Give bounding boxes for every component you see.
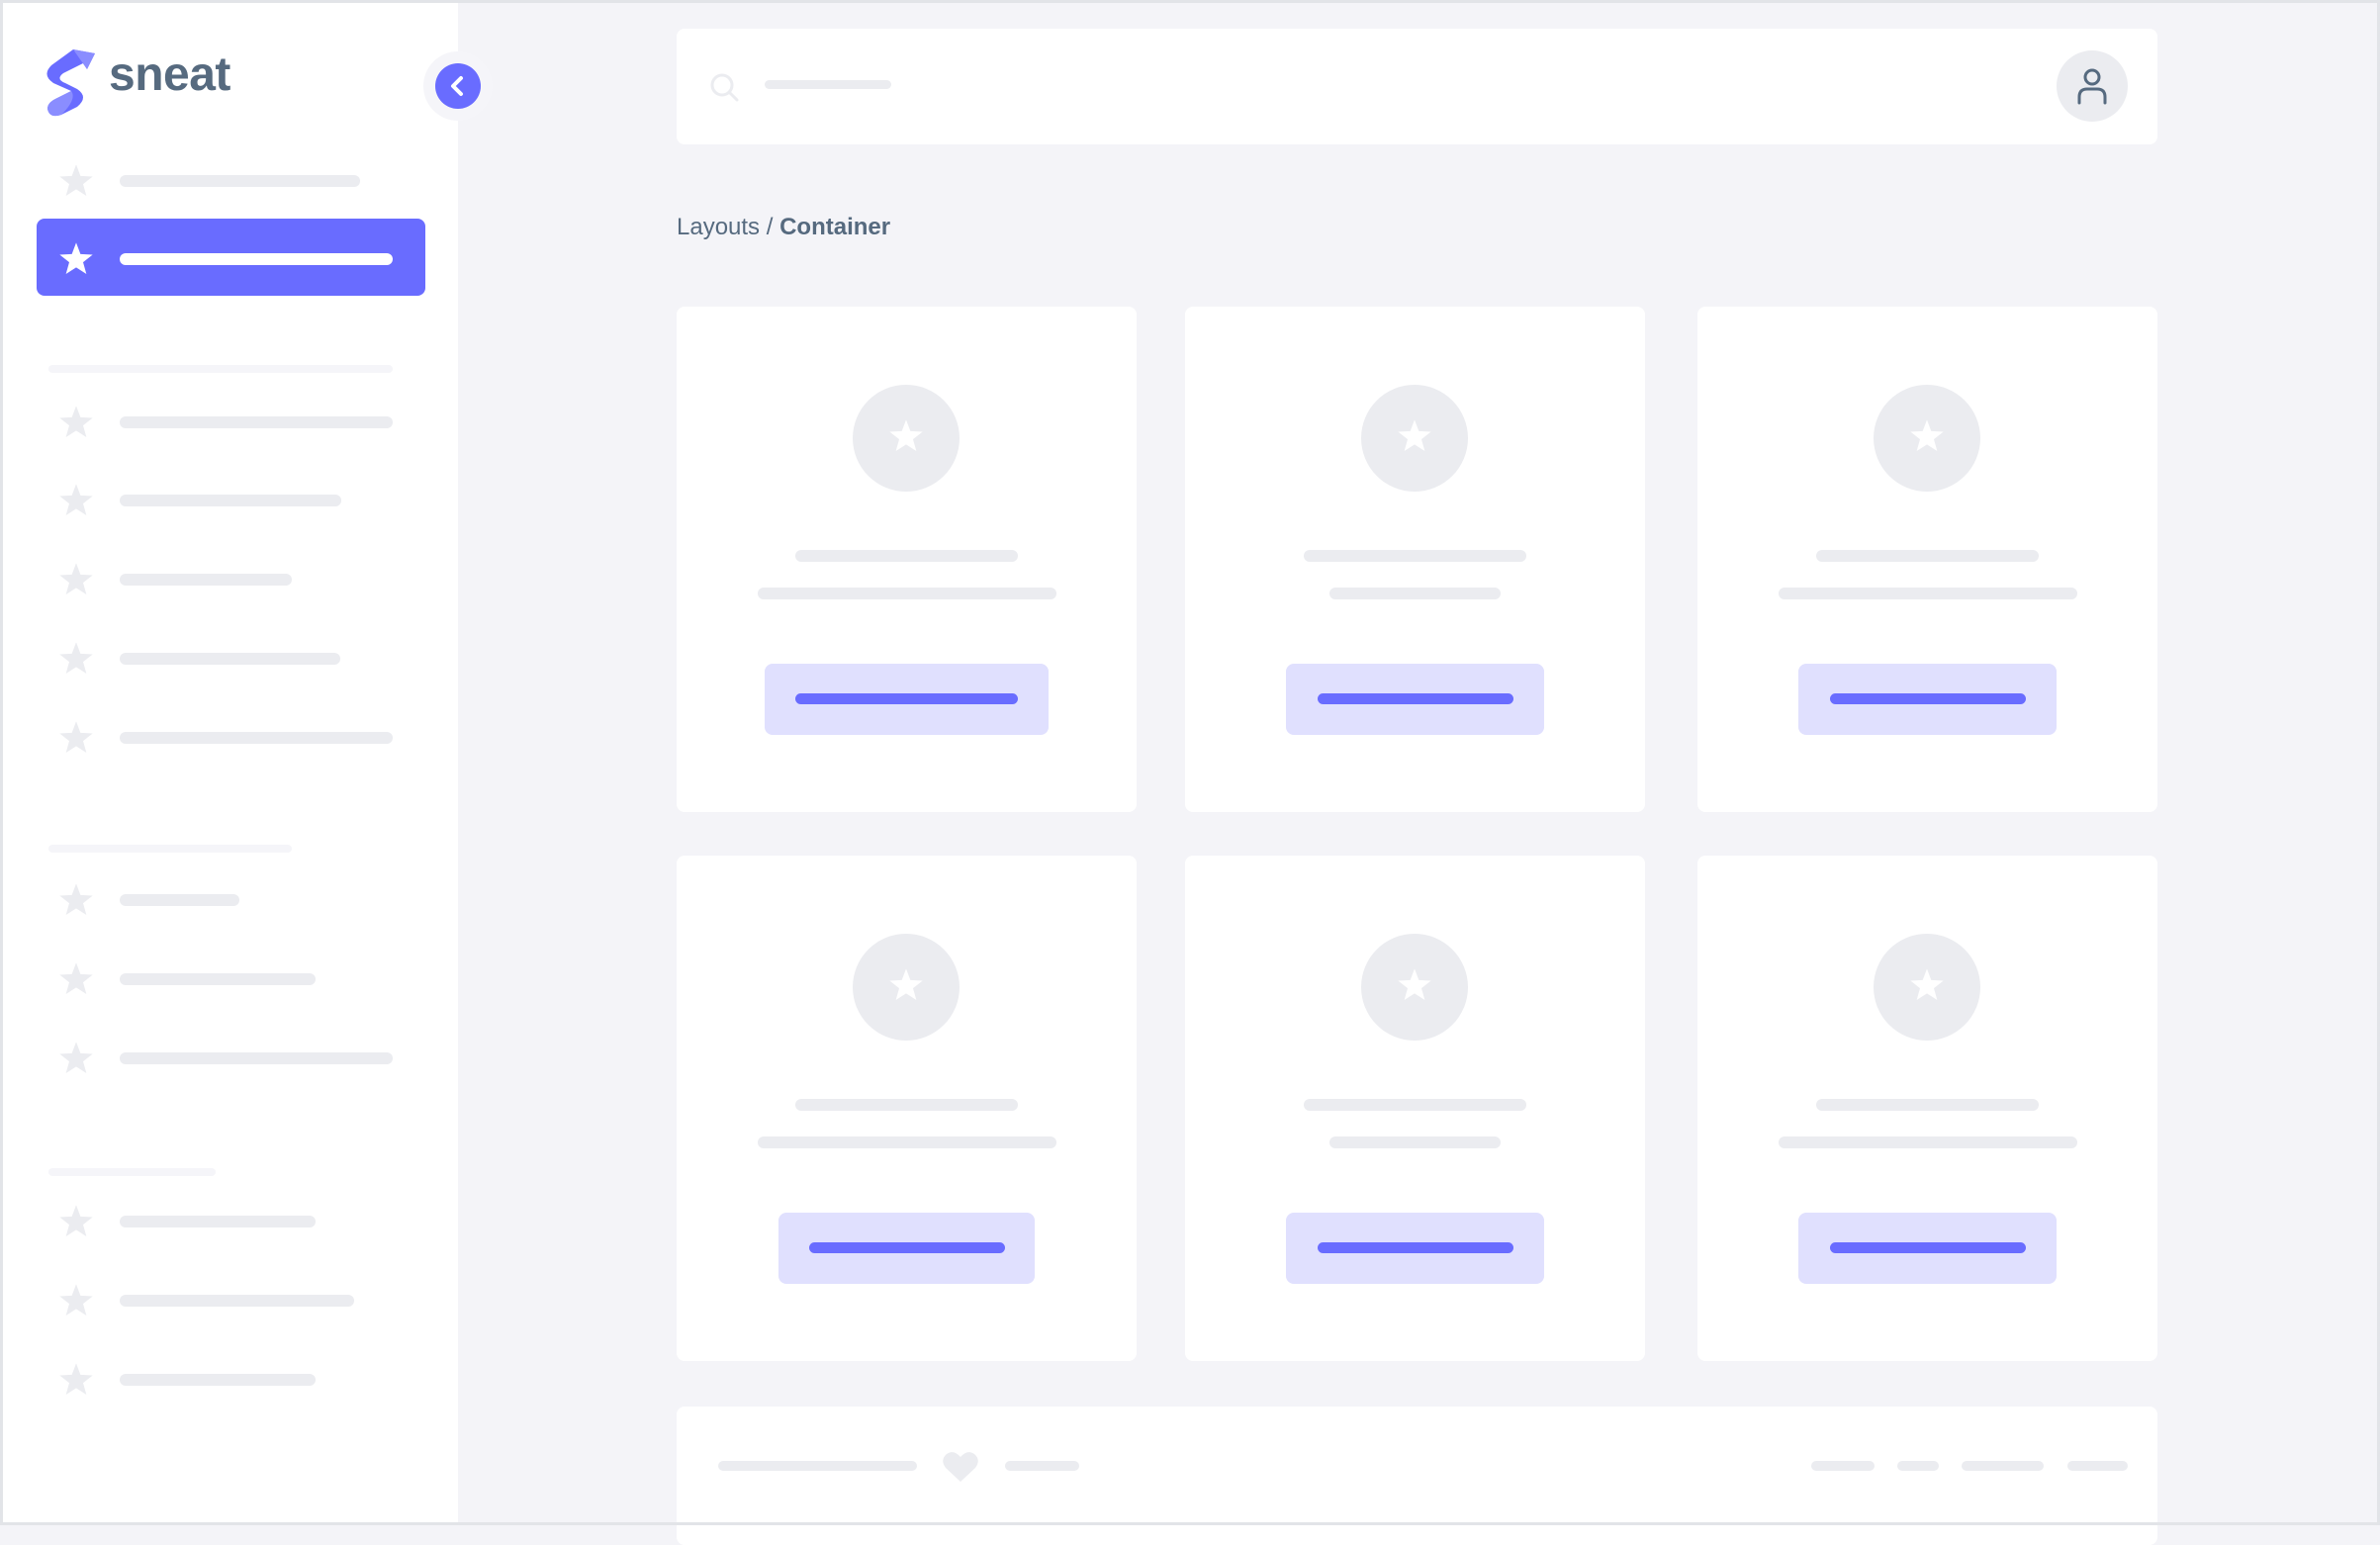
star-icon bbox=[56, 1202, 96, 1241]
card-title bbox=[795, 1099, 1018, 1111]
star-icon bbox=[1907, 965, 1947, 1010]
star-icon bbox=[886, 416, 926, 461]
card-text bbox=[1778, 588, 2077, 599]
card-avatar bbox=[1874, 934, 1980, 1041]
breadcrumb: Layouts / Container bbox=[677, 214, 890, 241]
star-icon bbox=[1395, 965, 1434, 1010]
card-button[interactable] bbox=[1286, 664, 1544, 735]
card-avatar bbox=[853, 934, 960, 1041]
sidebar: sneat bbox=[0, 0, 493, 1525]
card-avatar bbox=[1874, 385, 1980, 492]
star-icon bbox=[56, 1039, 96, 1078]
star-icon bbox=[56, 403, 96, 442]
section-divider bbox=[48, 365, 393, 373]
card-button[interactable] bbox=[1798, 664, 2057, 735]
content-card bbox=[1185, 856, 1645, 1361]
card-button-label bbox=[1317, 1242, 1513, 1253]
footer-link[interactable] bbox=[1811, 1461, 1875, 1471]
star-icon bbox=[1395, 416, 1434, 461]
star-icon bbox=[56, 880, 96, 920]
footer-link[interactable] bbox=[1897, 1461, 1939, 1471]
logo-icon bbox=[46, 49, 95, 117]
search-input[interactable] bbox=[765, 80, 891, 89]
sidebar-item-label bbox=[120, 253, 393, 265]
card-text bbox=[757, 1136, 1056, 1148]
card-button-label bbox=[1829, 1242, 2026, 1253]
star-icon bbox=[56, 239, 96, 279]
card-title bbox=[1816, 1099, 2039, 1111]
card-text bbox=[1778, 1136, 2077, 1148]
sidebar-item-label bbox=[120, 495, 341, 506]
sidebar-item-label bbox=[120, 1374, 316, 1386]
breadcrumb-parent[interactable]: Layouts bbox=[677, 214, 761, 240]
section-divider bbox=[48, 845, 292, 853]
top-navbar bbox=[677, 29, 2157, 144]
card-title bbox=[1304, 1099, 1526, 1111]
sidebar-item-label bbox=[120, 1216, 316, 1227]
card-button[interactable] bbox=[1798, 1213, 2057, 1284]
card-button-label bbox=[1829, 693, 2026, 704]
sidebar-item-label bbox=[120, 175, 360, 187]
footer-link[interactable] bbox=[1005, 1461, 1079, 1471]
card-text bbox=[757, 588, 1056, 599]
sidebar-item-label bbox=[120, 1295, 354, 1307]
star-icon bbox=[56, 639, 96, 679]
breadcrumb-separator: / bbox=[760, 214, 780, 240]
content-card bbox=[1697, 307, 2157, 812]
star-icon bbox=[56, 718, 96, 758]
star-icon bbox=[56, 1281, 96, 1320]
card-button-label bbox=[1317, 693, 1513, 704]
sidebar-item-label bbox=[120, 1052, 393, 1064]
content-card bbox=[1185, 307, 1645, 812]
card-button-label bbox=[808, 1242, 1005, 1253]
footer-text bbox=[718, 1461, 917, 1471]
footer-link[interactable] bbox=[2067, 1461, 2128, 1471]
card-button-label bbox=[795, 693, 1018, 704]
card-title bbox=[1816, 550, 2039, 562]
card-title bbox=[795, 550, 1018, 562]
card-avatar bbox=[1361, 934, 1468, 1041]
footer-link[interactable] bbox=[1962, 1461, 2044, 1471]
star-icon bbox=[56, 560, 96, 599]
card-button[interactable] bbox=[1286, 1213, 1544, 1284]
star-icon bbox=[56, 959, 96, 999]
section-divider bbox=[48, 1168, 216, 1176]
content-card bbox=[1697, 856, 2157, 1361]
sidebar-item-label bbox=[120, 574, 292, 586]
card-avatar bbox=[853, 385, 960, 492]
sidebar-item-label bbox=[120, 416, 393, 428]
heart-icon bbox=[943, 1452, 978, 1482]
user-icon bbox=[2077, 68, 2107, 105]
card-button[interactable] bbox=[778, 1213, 1035, 1284]
search-icon bbox=[710, 73, 739, 102]
sidebar-item-label bbox=[120, 653, 340, 665]
user-avatar[interactable] bbox=[2057, 50, 2128, 122]
star-icon bbox=[56, 1360, 96, 1400]
content-card bbox=[677, 856, 1137, 1361]
card-title bbox=[1304, 550, 1526, 562]
collapse-sidebar-button[interactable] bbox=[435, 63, 481, 109]
chevron-left-icon bbox=[451, 76, 463, 96]
sidebar-item-label bbox=[120, 732, 393, 744]
card-text bbox=[1329, 1136, 1501, 1148]
card-button[interactable] bbox=[765, 664, 1049, 735]
star-icon bbox=[56, 161, 96, 201]
content-card bbox=[677, 307, 1137, 812]
star-icon bbox=[886, 965, 926, 1010]
star-icon bbox=[56, 481, 96, 520]
sidebar-item-label bbox=[120, 973, 316, 985]
brand-name: sneat bbox=[109, 48, 230, 101]
star-icon bbox=[1907, 416, 1947, 461]
footer bbox=[677, 1407, 2157, 1545]
card-avatar bbox=[1361, 385, 1468, 492]
breadcrumb-current: Container bbox=[779, 214, 891, 240]
sidebar-item-label bbox=[120, 894, 239, 906]
card-text bbox=[1329, 588, 1501, 599]
